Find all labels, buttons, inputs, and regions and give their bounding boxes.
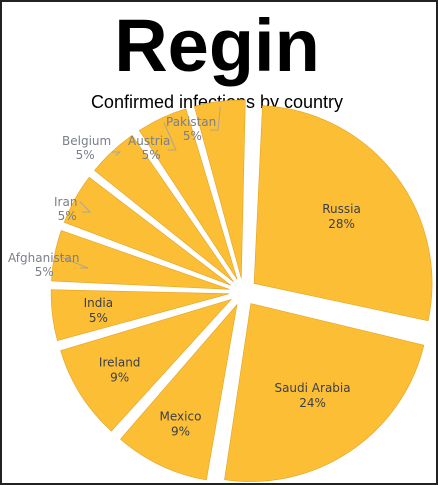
- slice-label-mexico: Mexico: [160, 410, 202, 424]
- pie-slice-india: [50, 289, 230, 342]
- slice-label-india: India: [84, 296, 113, 310]
- chart-title: Regin: [114, 4, 320, 87]
- pie-slice-iran: [63, 176, 231, 286]
- leader-line-afghanistan: [59, 256, 89, 269]
- slice-label-afghanistan: Afghanistan: [8, 251, 79, 265]
- leader-line-pakistan: [210, 106, 221, 131]
- pie-slice-pakistan: [193, 99, 246, 279]
- leader-line-iran: [79, 201, 91, 213]
- pie-slice-saudi-arabia: [224, 303, 425, 482]
- slice-label-pakistan: Pakistan: [166, 115, 216, 129]
- slice-label-ireland: Ireland: [99, 356, 141, 370]
- slice-value-belgium: 5%: [76, 148, 95, 162]
- slice-value-iran: 5%: [58, 209, 77, 223]
- slice-label-belgium: Belgium: [62, 134, 111, 148]
- slice-value-mexico: 9%: [171, 425, 190, 439]
- slice-value-saudi-arabia: 24%: [299, 396, 326, 410]
- slice-label-austria: Austria: [128, 134, 170, 148]
- slice-label-iran: Iran: [54, 195, 77, 209]
- leader-line-austria: [163, 122, 177, 151]
- slice-label-russia: Russia: [322, 202, 361, 216]
- slice-value-afghanistan: 5%: [35, 265, 54, 279]
- pie-slice-russia: [253, 105, 433, 322]
- slice-label-saudi-arabia: Saudi Arabia: [274, 381, 350, 395]
- slice-value-pakistan: 5%: [183, 129, 202, 143]
- slice-value-india: 5%: [89, 311, 108, 325]
- slice-value-austria: 5%: [142, 148, 161, 162]
- slice-value-russia: 28%: [328, 217, 355, 231]
- pie-slice-afghanistan: [51, 230, 230, 290]
- pie-slice-mexico: [120, 303, 238, 481]
- slice-value-ireland: 9%: [110, 371, 129, 385]
- pie-slice-ireland: [60, 298, 233, 432]
- pie-slice-austria: [138, 108, 238, 280]
- leader-line-belgium: [112, 151, 122, 156]
